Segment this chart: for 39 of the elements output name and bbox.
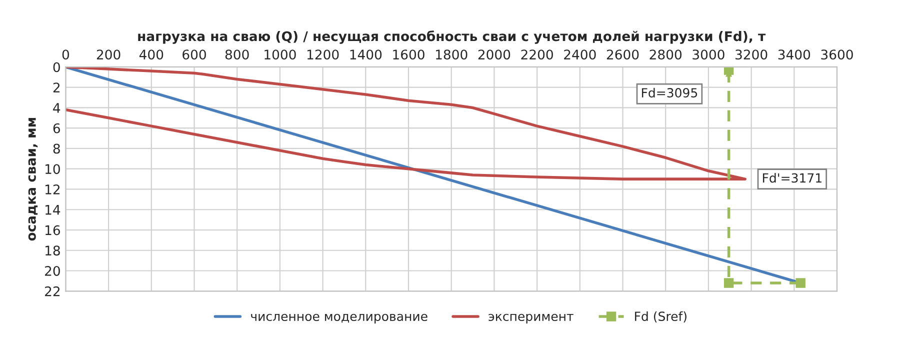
x-tick-label: 3600: [821, 50, 853, 60]
y-tick-label: 18: [46, 246, 60, 256]
x-tick-label: 400: [139, 50, 164, 60]
annotation: Fd'=3171: [762, 173, 822, 183]
y-tick-label: 22: [45, 286, 60, 296]
x-tick-label: 2800: [650, 50, 682, 60]
x-axis-title: нагрузка на сваю (Q) / несущая способность сваи с учетом долей нагрузки (Fd), т: [138, 30, 766, 44]
legend-label: эксперимент: [488, 314, 574, 324]
legend-label: численное моделирование: [251, 314, 428, 324]
x-tick-label: 800: [225, 50, 249, 60]
x-tick-label: 200: [96, 50, 120, 60]
y-tick-label: 10: [46, 164, 60, 174]
x-tick-label: 2000: [478, 50, 510, 60]
x-tick-label: 1800: [436, 50, 468, 60]
x-tick-label: 1400: [350, 50, 382, 60]
x-tick-label: 2600: [606, 50, 639, 60]
x-tick-label: 1600: [393, 50, 424, 60]
x-tick-label: 1200: [307, 50, 339, 60]
y-tick-label: 0: [53, 62, 60, 72]
y-tick-label: 4: [53, 103, 60, 113]
x-tick-label: 1000: [264, 50, 296, 60]
x-tick-label: 3200: [736, 50, 768, 60]
y-tick-label: 14: [46, 205, 60, 215]
line-series: [66, 66, 746, 180]
x-tick-label: 600: [182, 50, 206, 60]
y-tick-label: 16: [46, 225, 60, 236]
x-tick-label: 3400: [778, 50, 810, 60]
legend-label: Fd (Sref): [635, 311, 686, 322]
y-tick-label: 8: [53, 144, 60, 154]
x-tick-label: 2200: [521, 50, 553, 60]
y-tick-label: 12: [46, 184, 60, 194]
x-tick-label: 3000: [692, 50, 724, 60]
annotation: Fd=3095: [642, 88, 698, 98]
y-axis-title: осадка сваи, мм: [28, 118, 38, 241]
y-tick-label: 2: [53, 82, 60, 92]
x-tick-label: 2400: [564, 50, 596, 60]
y-tick-label: 6: [53, 123, 60, 134]
y-tick-label: 20: [45, 266, 60, 276]
x-tick-label: 0: [62, 50, 70, 60]
